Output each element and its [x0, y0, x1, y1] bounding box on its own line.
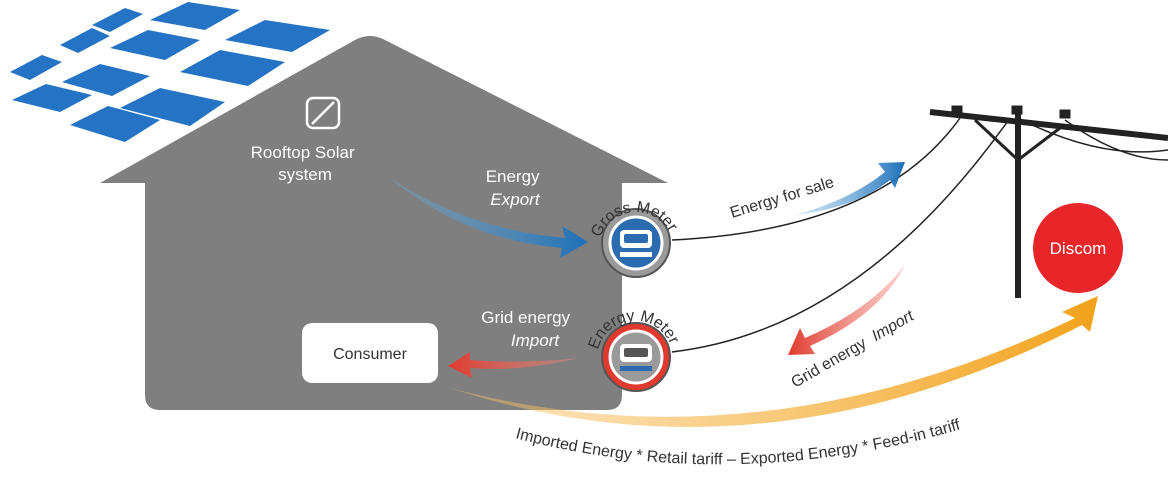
diagram: Rooftop Solar system Energy Export Energ… [0, 0, 1168, 483]
text-part: Import [869, 307, 917, 345]
text-part: system [278, 165, 332, 184]
text-part: Rooftop Solar [251, 143, 355, 162]
discom-label: Discom [1050, 239, 1107, 258]
text-part: Grid energy [481, 308, 570, 327]
text-part: Energy [486, 167, 540, 186]
text-part: Export [490, 190, 540, 209]
consumer-label: Consumer [333, 346, 407, 363]
text-part: Import [511, 331, 560, 350]
